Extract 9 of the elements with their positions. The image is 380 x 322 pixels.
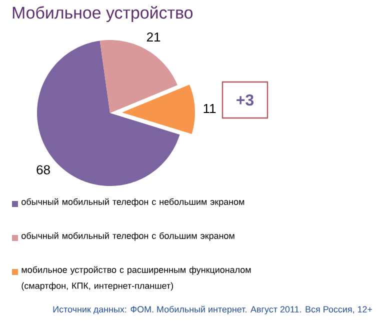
- text: +3: [236, 94, 254, 106]
- data-label: 11: [204, 104, 216, 113]
- chart-title: Мобильное устройство: [12, 6, 193, 22]
- data-label: 68: [36, 165, 50, 174]
- data-label: 21: [146, 32, 160, 42]
- legend-label: мобильное устройство с расширенным функционалом (смартфон, КПК, интернет-планшет): [22, 266, 251, 291]
- legend-label: обычный мобильный телефон с большим экраном: [22, 232, 234, 241]
- text: Источник данных: ФОМ. Мобильный интернет. Август 2011. Вся Россия, 12+: [53, 306, 372, 314]
- legend-label: обычный мобильный телефон с небольшим экраном: [22, 198, 244, 207]
